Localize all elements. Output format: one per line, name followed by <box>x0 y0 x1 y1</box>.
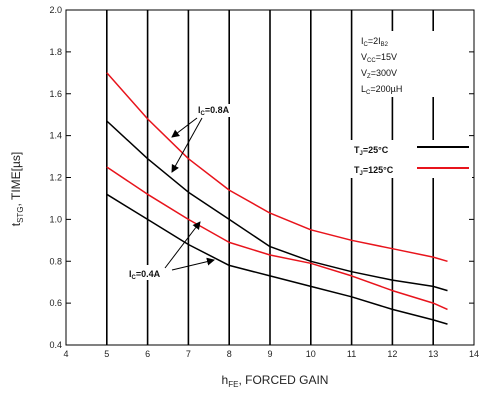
series-line-2 <box>106 166 448 311</box>
conditions-box: IC=2IB2 VCC=15V VZ=300V LC=200µH <box>355 31 439 97</box>
condition-1: IC=2IB2 <box>361 36 389 48</box>
condition-2: VCC=15V <box>361 52 397 64</box>
annotation-ic-0.4a: IC=0.4A <box>127 221 215 281</box>
legend: TJ=25°C TJ=125°C <box>350 140 472 178</box>
series-lines <box>106 72 448 325</box>
y-tick-label: 1.4 <box>49 131 62 141</box>
condition-4: LC=200µH <box>361 84 402 96</box>
x-tick-label: 12 <box>387 349 397 359</box>
series-line-0 <box>106 72 448 263</box>
y-tick-label: 1.8 <box>49 47 62 57</box>
arrow-to-red-0.8a <box>171 117 198 138</box>
x-tick-label: 14 <box>469 349 479 359</box>
arrow-to-black-0.8a <box>171 117 203 173</box>
arrow-to-black-0.4a <box>171 257 215 271</box>
y-tick-label: 1.0 <box>49 214 62 224</box>
legend-label-125c: TJ=125°C <box>354 165 394 177</box>
x-axis-label: hFE, FORCED GAIN <box>222 373 329 389</box>
y-tick-label: 1.2 <box>49 173 62 183</box>
series-line-1 <box>106 120 448 292</box>
y-tick-label: 0.6 <box>49 298 62 308</box>
x-tick-label: 8 <box>227 349 232 359</box>
svg-text:IC=0.4A: IC=0.4A <box>129 269 161 281</box>
y-tick-label: 2.0 <box>49 5 62 15</box>
y-tick-label: 0.8 <box>49 256 62 266</box>
x-tick-label: 7 <box>186 349 191 359</box>
series-line-3 <box>106 193 448 325</box>
y-tick-label: 0.4 <box>49 340 62 350</box>
x-tick-label: 13 <box>428 349 438 359</box>
legend-label-25c: TJ=25°C <box>354 145 389 157</box>
x-tick-label: 6 <box>145 349 150 359</box>
x-tick-label: 4 <box>63 349 68 359</box>
x-tick-label: 9 <box>267 349 272 359</box>
y-axis-label: tSTG, TIME[µs] <box>9 152 25 227</box>
condition-3: VZ=300V <box>361 68 397 80</box>
arrow-to-red-0.4a <box>164 221 201 269</box>
x-tick-label: 11 <box>347 349 356 359</box>
x-tick-label: 5 <box>104 349 109 359</box>
x-tick-label: 10 <box>306 349 316 359</box>
y-tick-label: 1.6 <box>49 89 62 99</box>
annotation-ic-0.8a: IC=0.8A <box>171 104 256 173</box>
svg-text:IC=0.8A: IC=0.8A <box>198 105 230 117</box>
axis-ticks: 4 5 6 7 8 9 10 11 12 13 14 0.4 0.6 0.8 1.0 1.2 1.4 1.6 1.8… <box>49 5 479 359</box>
